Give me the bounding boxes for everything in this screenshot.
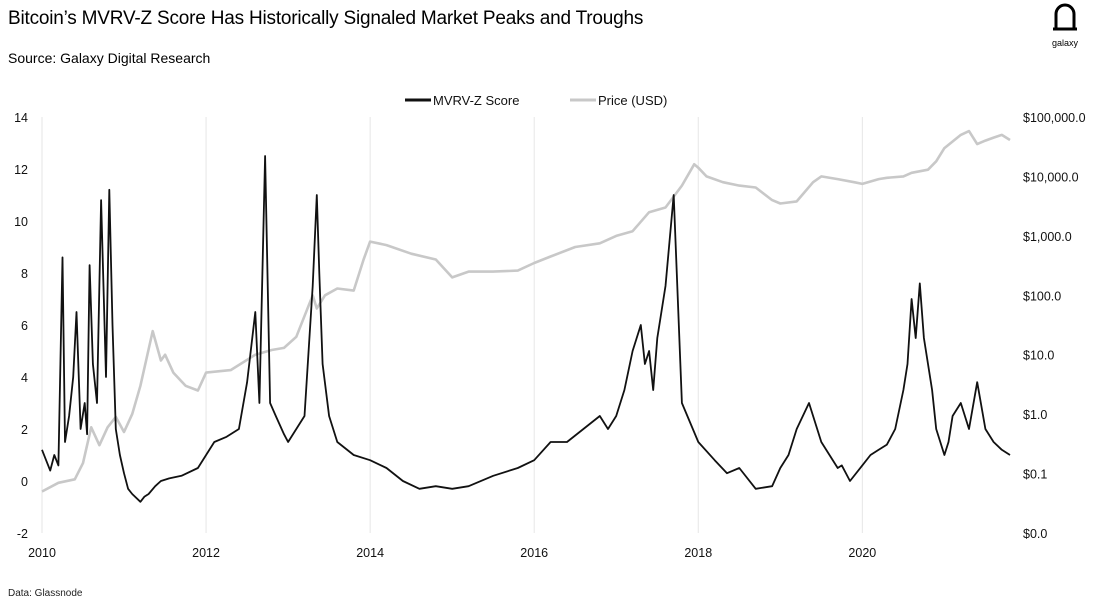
chart-source: Source: Galaxy Digital Research: [8, 50, 211, 66]
chart-title: Bitcoin’s MVRV-Z Score Has Historically …: [8, 8, 644, 29]
left-y-tick-label: -2: [17, 527, 28, 541]
legend-label: MVRV-Z Score: [433, 93, 519, 108]
left-y-tick-label: 12: [14, 163, 28, 177]
x-tick-label: 2012: [192, 546, 220, 560]
chart-legend: MVRV-Z Score Price (USD): [405, 93, 667, 108]
right-y-tick-label: $1,000.0: [1023, 230, 1072, 244]
left-y-tick-label: 8: [21, 267, 28, 281]
x-tick-label: 2014: [356, 546, 384, 560]
left-y-tick-label: 0: [21, 475, 28, 489]
x-tick-label: 2010: [28, 546, 56, 560]
left-y-tick-label: 14: [14, 111, 28, 125]
right-y-tick-label: $10.0: [1023, 349, 1054, 363]
right-y-tick-label: $0.1: [1023, 468, 1047, 482]
galaxy-logo-text: galaxy: [1051, 38, 1078, 48]
left-y-tick-label: 2: [21, 423, 28, 437]
right-y-tick-label: $100.0: [1023, 289, 1061, 303]
right-y-tick-label: $0.0: [1023, 527, 1047, 541]
left-y-tick-label: 10: [14, 215, 28, 229]
right-y-tick-label: $1.0: [1023, 408, 1047, 422]
data-footnote: Data: Glassnode: [8, 588, 83, 599]
left-y-tick-label: 6: [21, 319, 28, 333]
galaxy-logo-icon: [1053, 3, 1077, 31]
legend-label: Price (USD): [598, 93, 667, 108]
left-y-tick-label: 4: [21, 371, 28, 385]
chart-grid: [41, 117, 863, 533]
x-tick-label: 2018: [684, 546, 712, 560]
galaxy-logo: galaxy: [1040, 2, 1090, 48]
price-series-line: [41, 129, 1011, 493]
x-tick-label: 2020: [848, 546, 876, 560]
left-y-axis: -2 0 2 4 6 8 10 12 14: [14, 111, 28, 541]
right-y-tick-label: $100,000.0: [1023, 111, 1086, 125]
mvrv-z-series-line: [41, 155, 1011, 503]
chart-series-layer: [41, 129, 1011, 503]
x-axis: 2010 2012 2014 2016 2018 2020: [28, 546, 876, 560]
x-tick-label: 2016: [520, 546, 548, 560]
right-y-axis: $0.0 $0.1 $1.0 $10.0 $100.0 $1,000.0 $10,000.0…: [1023, 111, 1086, 541]
right-y-tick-label: $10,000.0: [1023, 170, 1079, 184]
